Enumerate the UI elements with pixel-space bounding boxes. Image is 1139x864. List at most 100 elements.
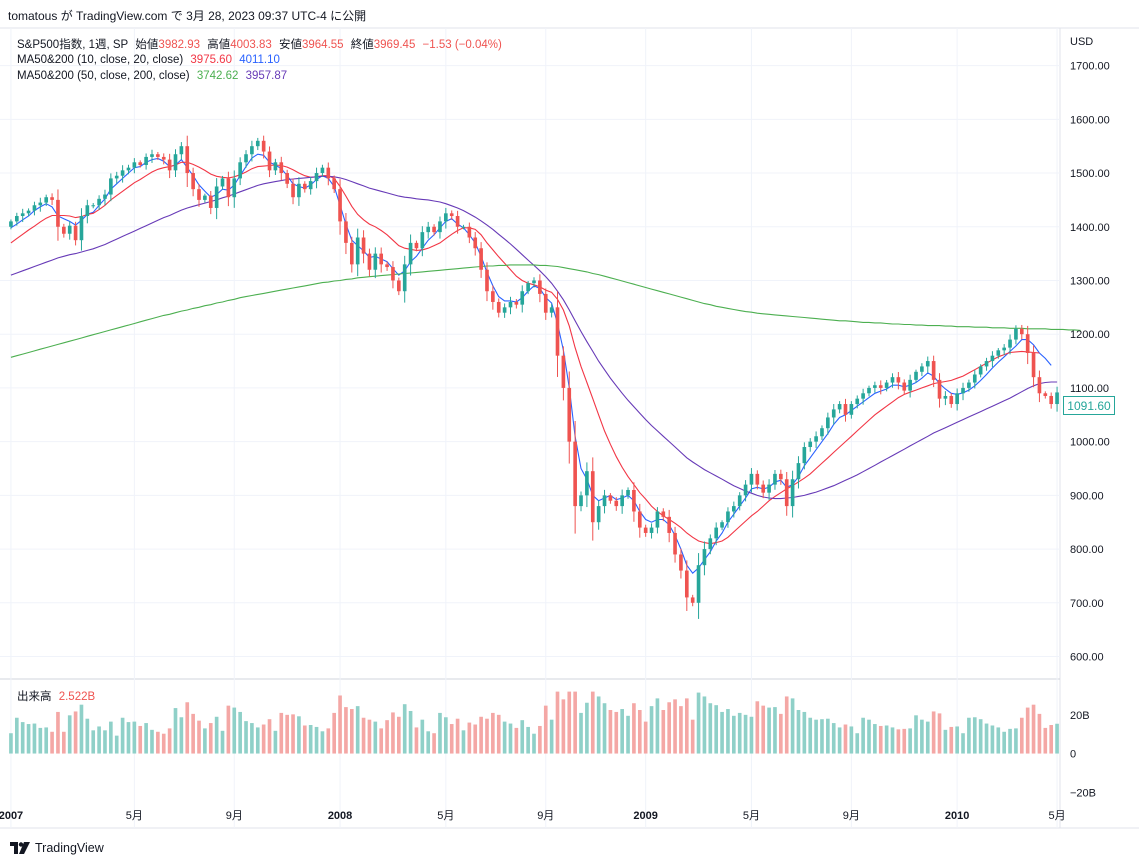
volume-bar	[32, 723, 37, 754]
volume-bar	[532, 733, 536, 754]
volume-bar	[661, 710, 666, 754]
candle-body	[473, 237, 478, 249]
candle-body	[114, 175, 119, 179]
candle-body	[902, 382, 907, 391]
volume-bar	[397, 716, 401, 754]
candle-body	[97, 198, 101, 206]
candle-body	[1037, 377, 1042, 394]
last-price-label: 1091.60	[1063, 396, 1115, 415]
candle-body	[955, 393, 959, 405]
candle-body	[85, 205, 90, 217]
volume-bar	[632, 703, 636, 754]
ma-line-ma-20	[10, 161, 1040, 545]
volume-bar	[755, 701, 760, 754]
candle-body	[931, 361, 936, 380]
volume-bar	[20, 722, 25, 754]
candle-body	[543, 293, 548, 313]
volume-bar	[737, 712, 742, 754]
volume-bar	[238, 711, 242, 754]
volume-bar	[620, 709, 624, 754]
candle-body	[391, 267, 395, 281]
volume-bar	[138, 725, 143, 754]
candle-body	[185, 146, 190, 174]
candle-body	[9, 221, 13, 227]
candle-body	[120, 170, 125, 176]
volume-bar	[326, 728, 331, 754]
volume-bar	[197, 720, 201, 754]
price-tick-label: 800.00	[1070, 544, 1104, 556]
volume-bar	[485, 718, 489, 754]
candle-body	[573, 441, 577, 507]
price-tick-label: 700.00	[1070, 598, 1104, 610]
volume-bar	[649, 706, 654, 754]
candle-body	[44, 197, 49, 203]
candle-body	[596, 506, 601, 523]
volume-bar	[920, 719, 924, 754]
candle-body	[250, 146, 254, 155]
candle-body	[73, 225, 78, 241]
candle-body	[226, 178, 231, 198]
candle-body	[632, 489, 636, 512]
candle-body	[285, 173, 289, 184]
volume-bar	[391, 712, 395, 754]
volume-bar	[596, 696, 601, 754]
volume-bar	[1031, 704, 1036, 754]
volume-bar	[608, 710, 613, 754]
candle-body	[332, 178, 337, 190]
candle-body	[320, 167, 325, 174]
volume-legend[interactable]: 出来高 2.522B	[17, 688, 99, 704]
volume-bar	[679, 706, 683, 754]
volume-bar	[526, 726, 530, 754]
candle-body	[26, 210, 31, 214]
candle-body	[708, 538, 713, 550]
volume-bar	[273, 730, 278, 754]
candle-body	[696, 565, 701, 603]
volume-bar	[761, 705, 766, 754]
candle-body	[308, 181, 313, 190]
volume-bar	[684, 698, 689, 754]
volume-bar	[837, 727, 842, 754]
candle-body	[949, 395, 954, 405]
volume-bar	[784, 696, 789, 754]
price-tick-label: 1300.00	[1070, 275, 1110, 287]
candle-body	[91, 205, 96, 207]
candle-body	[555, 307, 560, 356]
candle-body	[608, 495, 613, 501]
tradingview-footer[interactable]: TradingView	[10, 841, 104, 855]
ma1-legend[interactable]: MA50&200 (10, close, 20, close) 3975.60 …	[17, 54, 284, 66]
volume-bar	[514, 727, 519, 754]
candle-body	[626, 489, 630, 496]
volume-bar	[449, 724, 454, 754]
price-tick-label: 1000.00	[1070, 437, 1110, 449]
symbol-name[interactable]: S&P500指数, 1週, SP	[17, 39, 129, 51]
ma2-legend[interactable]: MA50&200 (50, close, 200, close) 3742.62…	[17, 70, 291, 82]
price-tick-label: 600.00	[1070, 652, 1104, 664]
volume-bar	[538, 725, 542, 754]
volume-bar	[831, 723, 836, 754]
volume-bar	[931, 711, 936, 754]
candle-body	[408, 242, 413, 265]
candle-body	[878, 385, 883, 388]
candlesticks[interactable]	[9, 135, 1059, 619]
candle-body	[967, 382, 971, 388]
volume-bar	[455, 718, 460, 754]
candle-body	[385, 264, 389, 268]
candle-body	[132, 162, 137, 168]
candle-body	[779, 473, 783, 480]
volume-bar	[367, 719, 372, 754]
price-tick-label: 1100.00	[1070, 383, 1109, 395]
volume-bar	[1049, 725, 1054, 754]
candle-body	[643, 527, 648, 533]
volume-bar	[873, 724, 877, 754]
volume-bar	[808, 717, 813, 754]
volume-bar	[767, 707, 771, 754]
volume-bar	[943, 729, 948, 754]
volume-bar	[802, 711, 807, 754]
volume-bar	[432, 733, 436, 754]
volume-bar	[297, 716, 301, 754]
volume-bar	[73, 711, 78, 754]
candle-body	[702, 549, 707, 566]
volume-bar	[379, 728, 384, 754]
ma2-value1: 3742.62	[196, 70, 239, 82]
